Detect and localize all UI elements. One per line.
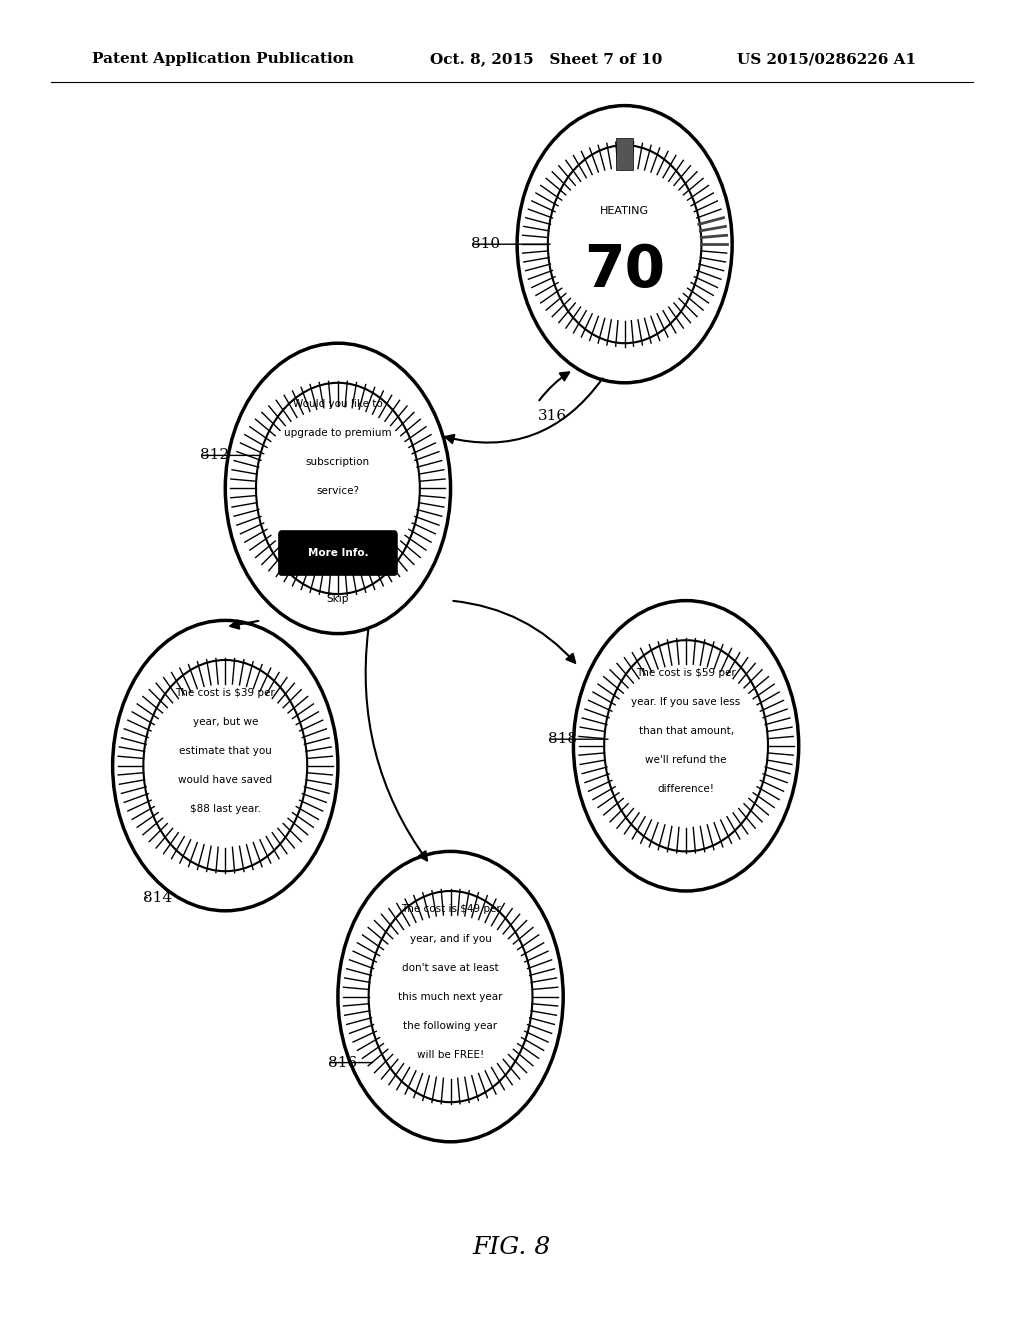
Text: 70: 70 <box>584 242 666 300</box>
Text: year, and if you: year, and if you <box>410 933 492 944</box>
Text: Patent Application Publication: Patent Application Publication <box>92 53 354 66</box>
Text: Skip: Skip <box>327 594 349 605</box>
FancyArrowPatch shape <box>366 630 427 861</box>
FancyBboxPatch shape <box>279 531 397 576</box>
Text: 816: 816 <box>328 1056 356 1069</box>
Text: upgrade to premium: upgrade to premium <box>284 428 392 438</box>
Text: we'll refund the: we'll refund the <box>645 755 727 766</box>
FancyArrowPatch shape <box>230 620 258 628</box>
Text: US 2015/0286226 A1: US 2015/0286226 A1 <box>737 53 916 66</box>
Text: this much next year: this much next year <box>398 991 503 1002</box>
FancyArrowPatch shape <box>454 601 575 663</box>
Text: than that amount,: than that amount, <box>639 726 733 737</box>
Text: Would you like to: Would you like to <box>293 399 383 409</box>
Text: More Info.: More Info. <box>307 548 369 558</box>
Text: year, but we: year, but we <box>193 717 258 727</box>
Text: don't save at least: don't save at least <box>402 962 499 973</box>
Text: service?: service? <box>316 486 359 496</box>
Text: the following year: the following year <box>403 1020 498 1031</box>
Text: year. If you save less: year. If you save less <box>632 697 740 708</box>
Text: will be FREE!: will be FREE! <box>417 1049 484 1060</box>
Text: The cost is $49 per: The cost is $49 per <box>400 904 501 915</box>
Text: 810: 810 <box>471 238 500 251</box>
Circle shape <box>338 851 563 1142</box>
Text: 316: 316 <box>538 409 566 422</box>
Circle shape <box>225 343 451 634</box>
FancyArrowPatch shape <box>445 379 602 444</box>
Text: difference!: difference! <box>657 784 715 795</box>
Circle shape <box>113 620 338 911</box>
Text: subscription: subscription <box>306 457 370 467</box>
Text: 812: 812 <box>200 449 228 462</box>
Text: estimate that you: estimate that you <box>179 746 271 756</box>
Circle shape <box>517 106 732 383</box>
Text: The cost is $39 per: The cost is $39 per <box>175 688 275 698</box>
Text: The cost is $59 per: The cost is $59 per <box>636 668 736 678</box>
Text: 818: 818 <box>548 733 577 746</box>
Text: would have saved: would have saved <box>178 775 272 785</box>
FancyArrowPatch shape <box>540 372 569 400</box>
Circle shape <box>573 601 799 891</box>
Text: 814: 814 <box>143 891 172 904</box>
Text: FIG. 8: FIG. 8 <box>473 1236 551 1259</box>
FancyBboxPatch shape <box>616 139 633 170</box>
Text: $88 last year.: $88 last year. <box>189 804 261 814</box>
Text: Oct. 8, 2015   Sheet 7 of 10: Oct. 8, 2015 Sheet 7 of 10 <box>430 53 663 66</box>
Text: HEATING: HEATING <box>600 206 649 216</box>
